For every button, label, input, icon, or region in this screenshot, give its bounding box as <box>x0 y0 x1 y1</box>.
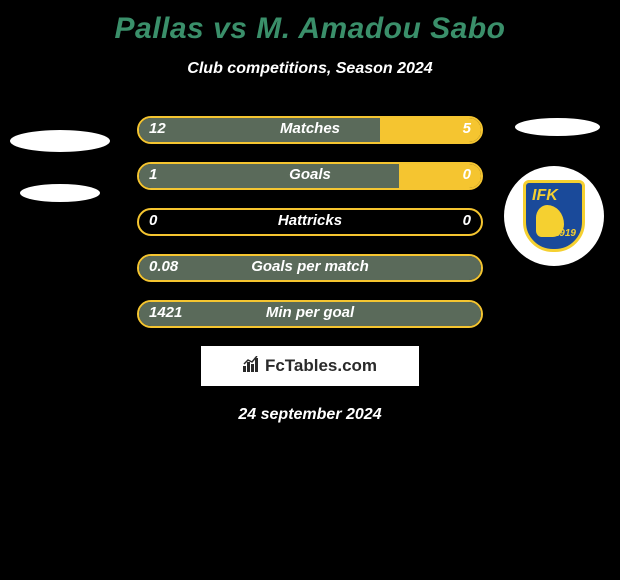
stat-label: Goals per match <box>139 258 481 275</box>
shield-year: 1919 <box>554 228 576 239</box>
placeholder-ellipse-icon <box>10 130 110 152</box>
stat-label: Goals <box>139 166 481 183</box>
stat-label: Hattricks <box>139 212 481 229</box>
page-subtitle: Club competitions, Season 2024 <box>0 60 620 78</box>
footer-brand-text: FcTables.com <box>265 356 377 376</box>
page-title: Pallas vs M. Amadou Sabo <box>0 0 620 46</box>
shield-text: IFK <box>532 187 558 205</box>
stat-row: 0.08Goals per match <box>137 254 483 282</box>
stat-row: 125Matches <box>137 116 483 144</box>
footer-brand: FcTables.com <box>201 346 419 386</box>
chart-icon <box>243 356 261 377</box>
stat-label: Min per goal <box>139 304 481 321</box>
shield-icon: IFK 1919 <box>523 180 585 252</box>
placeholder-ellipse-icon <box>515 118 600 136</box>
date-text: 24 september 2024 <box>0 406 620 424</box>
stats-area: IFK 1919 125Matches 10Goals 00Hattricks 0.0… <box>0 116 620 328</box>
badge-circle: IFK 1919 <box>504 166 604 266</box>
stat-row: 10Goals <box>137 162 483 190</box>
stat-row: 1421Min per goal <box>137 300 483 328</box>
team-badge-left <box>10 116 110 216</box>
stat-row: 00Hattricks <box>137 208 483 236</box>
stat-rows: 125Matches 10Goals 00Hattricks 0.08Goals pe… <box>137 116 483 328</box>
team-badge-right: IFK 1919 <box>504 166 604 266</box>
placeholder-ellipse-icon <box>20 184 100 202</box>
stat-label: Matches <box>139 120 481 137</box>
